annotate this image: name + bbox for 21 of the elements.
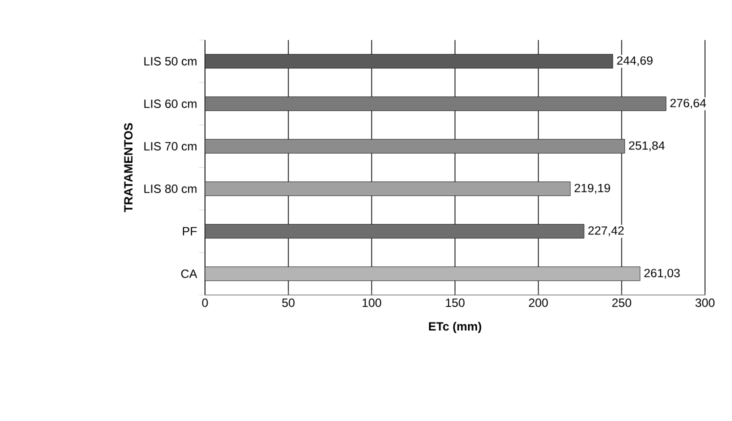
- y-tick-label: CA: [181, 270, 198, 278]
- y-axis-title: TRATAMENTOS: [124, 123, 133, 212]
- y-tick-label: LIS 60 cm: [144, 100, 196, 108]
- x-tick-label: 200: [528, 298, 548, 307]
- x-tick-label: 0: [202, 298, 208, 307]
- data-label: 261,03: [644, 268, 680, 279]
- data-label: 227,42: [588, 226, 624, 236]
- x-tick-label: 300: [695, 298, 715, 307]
- y-tick-label: LIS 70 cm: [144, 142, 196, 150]
- y-tick-label: LIS 50 cm: [144, 57, 196, 66]
- y-tick-label: LIS 80 cm: [144, 184, 196, 193]
- data-label: 244,69: [617, 56, 653, 66]
- data-label: 219,19: [574, 184, 610, 194]
- y-tick-label: PF: [182, 227, 197, 236]
- x-tick-label: 100: [362, 298, 382, 307]
- data-label: 276,64: [670, 98, 706, 109]
- x-tick-label: 150: [446, 298, 465, 307]
- x-axis-title: ETc (mm): [429, 322, 482, 333]
- data-label: 251,84: [629, 141, 665, 152]
- x-tick-label: 250: [612, 298, 632, 307]
- x-tick-label: 50: [282, 298, 295, 307]
